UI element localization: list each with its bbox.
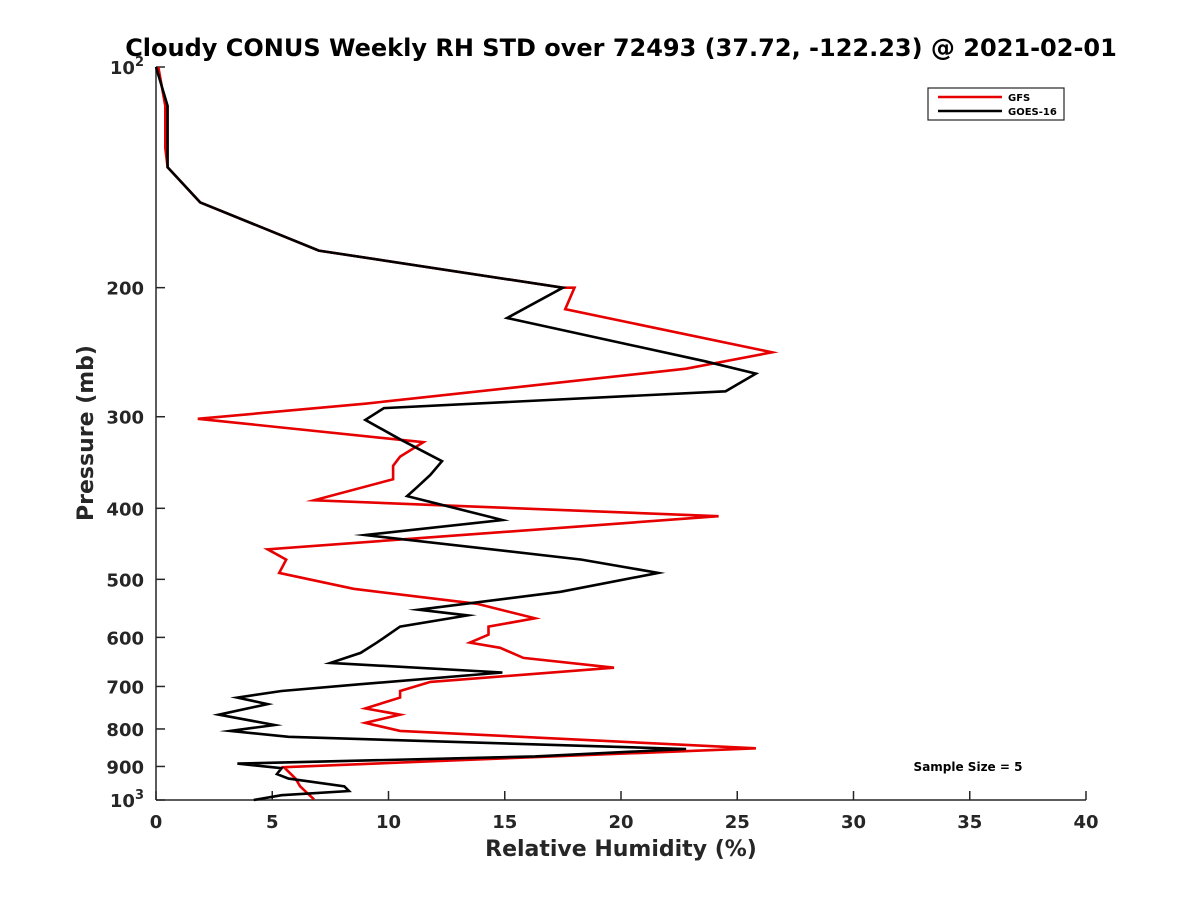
x-tick-label: 5 — [266, 812, 279, 833]
x-axis: 0 5 10 15 20 25 30 35 40 — [150, 791, 1099, 833]
x-tick-label: 30 — [841, 812, 866, 833]
y-tick-label: 300 — [106, 408, 144, 429]
y-tick-label-power: 103 — [110, 788, 144, 812]
x-tick-label: 35 — [957, 812, 982, 833]
x-tick-label: 15 — [492, 812, 517, 833]
x-tick-label: 0 — [150, 812, 163, 833]
legend-label-gfs: GFS — [1008, 93, 1030, 104]
series-layer — [154, 66, 779, 802]
y-tick-label: 200 — [106, 279, 144, 300]
chart-title: Cloudy CONUS Weekly RH STD over 72493 (3… — [125, 34, 1117, 62]
y-tick-label: 900 — [106, 757, 144, 778]
legend: GFS GOES-16 — [927, 87, 1065, 121]
legend-box — [927, 87, 1065, 121]
legend-label-goes16: GOES-16 — [1008, 107, 1057, 118]
x-tick-label: 20 — [608, 812, 633, 833]
y-tick-label: 600 — [106, 628, 144, 649]
y-tick-label-power: 102 — [110, 55, 144, 79]
sample-size-annotation: Sample Size = 5 — [914, 760, 1023, 774]
x-tick-label: 10 — [376, 812, 401, 833]
y-axis: 200 300 400 500 600 700 800 900 102 103 — [106, 55, 165, 812]
x-axis-label: Relative Humidity (%) — [485, 837, 757, 862]
y-tick-label: 700 — [106, 677, 144, 698]
x-tick-label: 25 — [725, 812, 750, 833]
y-tick-label: 400 — [106, 499, 144, 520]
series-line-gfs — [157, 66, 779, 801]
series-line-goes16 — [154, 66, 760, 802]
y-axis-label: Pressure (mb) — [74, 345, 99, 521]
x-tick-label: 40 — [1073, 812, 1098, 833]
y-tick-label: 800 — [106, 720, 144, 741]
y-tick-label: 500 — [106, 570, 144, 591]
plot-area — [156, 67, 1086, 800]
